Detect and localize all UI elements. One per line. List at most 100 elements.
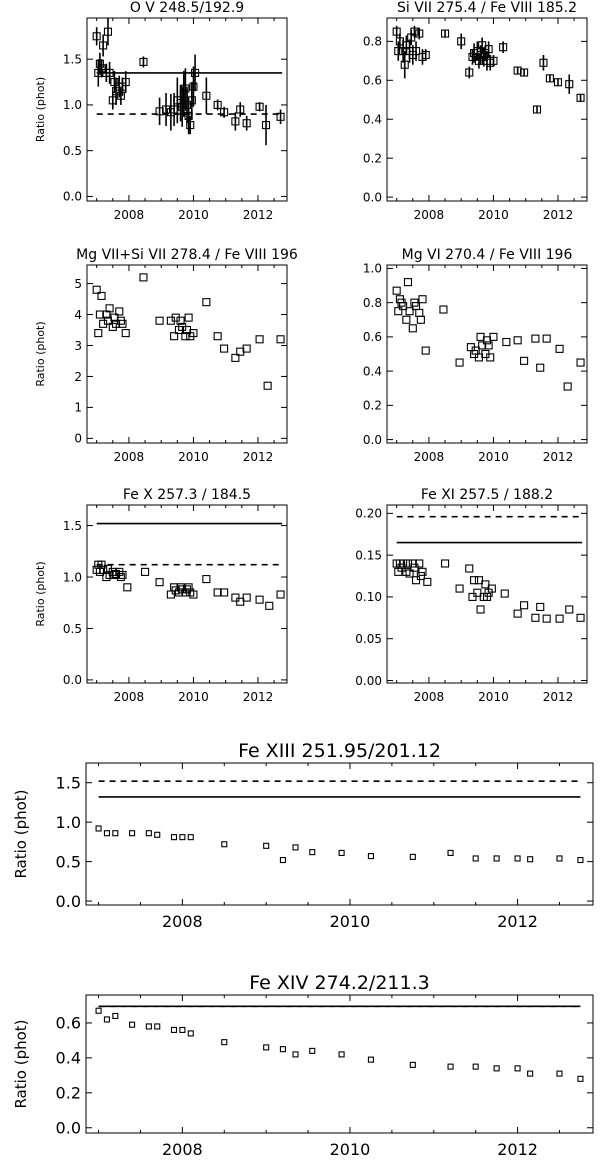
data-point [187,834,194,841]
data-point [170,834,178,841]
data-point [139,57,148,66]
data-point [263,381,272,390]
data-point [481,580,490,589]
data-point [103,1016,111,1023]
chart-panel-7: Fe XIII 251.95/201.12 Ratio (phot) 2008 201… [12,740,594,931]
data-point [189,82,198,91]
data-point [415,308,424,317]
data-point [155,578,164,587]
data-point [409,1061,416,1068]
data-point [399,302,408,311]
data-point [402,315,411,324]
data-point [493,855,500,862]
data-point [514,855,521,862]
data-point [220,588,229,597]
y-axis-label: Ratio (phot) [34,77,47,142]
plot-frame [386,504,588,684]
data-point [421,50,430,60]
data-point [261,121,271,130]
data-point [309,1047,316,1054]
y-tick-label: 1.0 [63,570,82,584]
data-point [513,336,522,345]
data-point [213,100,222,109]
data-point [242,593,251,602]
data-point [513,609,522,618]
data-point [527,1070,534,1077]
data-point [202,575,211,584]
data-point [179,834,186,841]
data-point [397,563,406,572]
chart-title: Mg VII+Si VII 278.4 / Fe VIII 196 [76,247,298,263]
data-point [95,825,102,832]
data-point [103,27,113,36]
plot-frame [386,264,588,444]
data-point [170,332,179,341]
chart-title: Fe XIII 251.95/201.12 [238,740,441,762]
data-point [276,335,285,344]
data-point [255,102,264,111]
y-tick-label: 0.2 [363,151,382,165]
data-point [392,286,401,295]
data-point [115,307,124,316]
data-point [338,849,345,856]
plot-frame [86,264,288,444]
chart-panel-6: Fe XI 257.5 / 188.2 2008 2010 2012 0.00 0.05 0… [355,487,588,704]
plot-frame [86,504,288,684]
data-point [418,567,427,576]
data-point [103,830,111,837]
data-point [242,344,251,353]
x-tick-label: 2008 [414,208,445,222]
data-point [542,614,551,623]
data-point [416,571,425,581]
data-point [403,559,413,568]
x-tick-label: 2012 [497,912,538,931]
data-point [408,324,417,333]
x-tick-label: 2010 [330,1140,371,1159]
data-point [545,74,554,83]
data-point [563,382,572,391]
data-point [553,78,563,87]
chart-title: Si VII 275.4 / Fe VIII 185.2 [397,0,577,16]
data-point [423,577,432,586]
data-point [123,583,132,592]
data-point [394,47,403,56]
data-point [181,84,190,93]
data-point [411,576,421,585]
data-point [576,613,585,622]
x-tick-label: 2008 [162,912,203,931]
y-tick-label: 0.5 [56,852,81,871]
data-point [118,319,127,328]
data-point [231,353,240,362]
data-point [565,80,574,89]
data-point [191,68,200,77]
y-tick-label: 4 [74,308,82,322]
x-tick-label: 2008 [114,208,145,222]
x-tick-label: 2010 [178,208,209,222]
data-point [231,593,240,602]
plot-frame [85,762,594,906]
x-tick-label: 2008 [114,690,145,704]
y-tick-label: 2 [74,370,82,384]
y-tick-label: 0.2 [363,399,382,413]
data-point [520,68,529,77]
data-point [92,285,101,294]
data-point [242,119,251,128]
data-point [410,563,419,572]
data-point [457,37,466,46]
data-point [121,329,130,338]
y-tick-label: 0.4 [56,1049,81,1068]
data-point [236,597,245,606]
data-point [161,105,171,114]
x-tick-label: 2012 [543,690,574,704]
data-point [97,560,106,569]
y-tick-label: 0.8 [363,35,382,49]
data-point [170,1026,178,1033]
data-point [577,1075,584,1082]
data-point [99,41,108,50]
data-point [410,27,419,36]
data-point [536,602,545,612]
data-point [576,358,585,367]
data-point [220,108,229,117]
data-point [468,592,477,601]
chart-title: Fe XI 257.5 / 188.2 [421,487,553,503]
